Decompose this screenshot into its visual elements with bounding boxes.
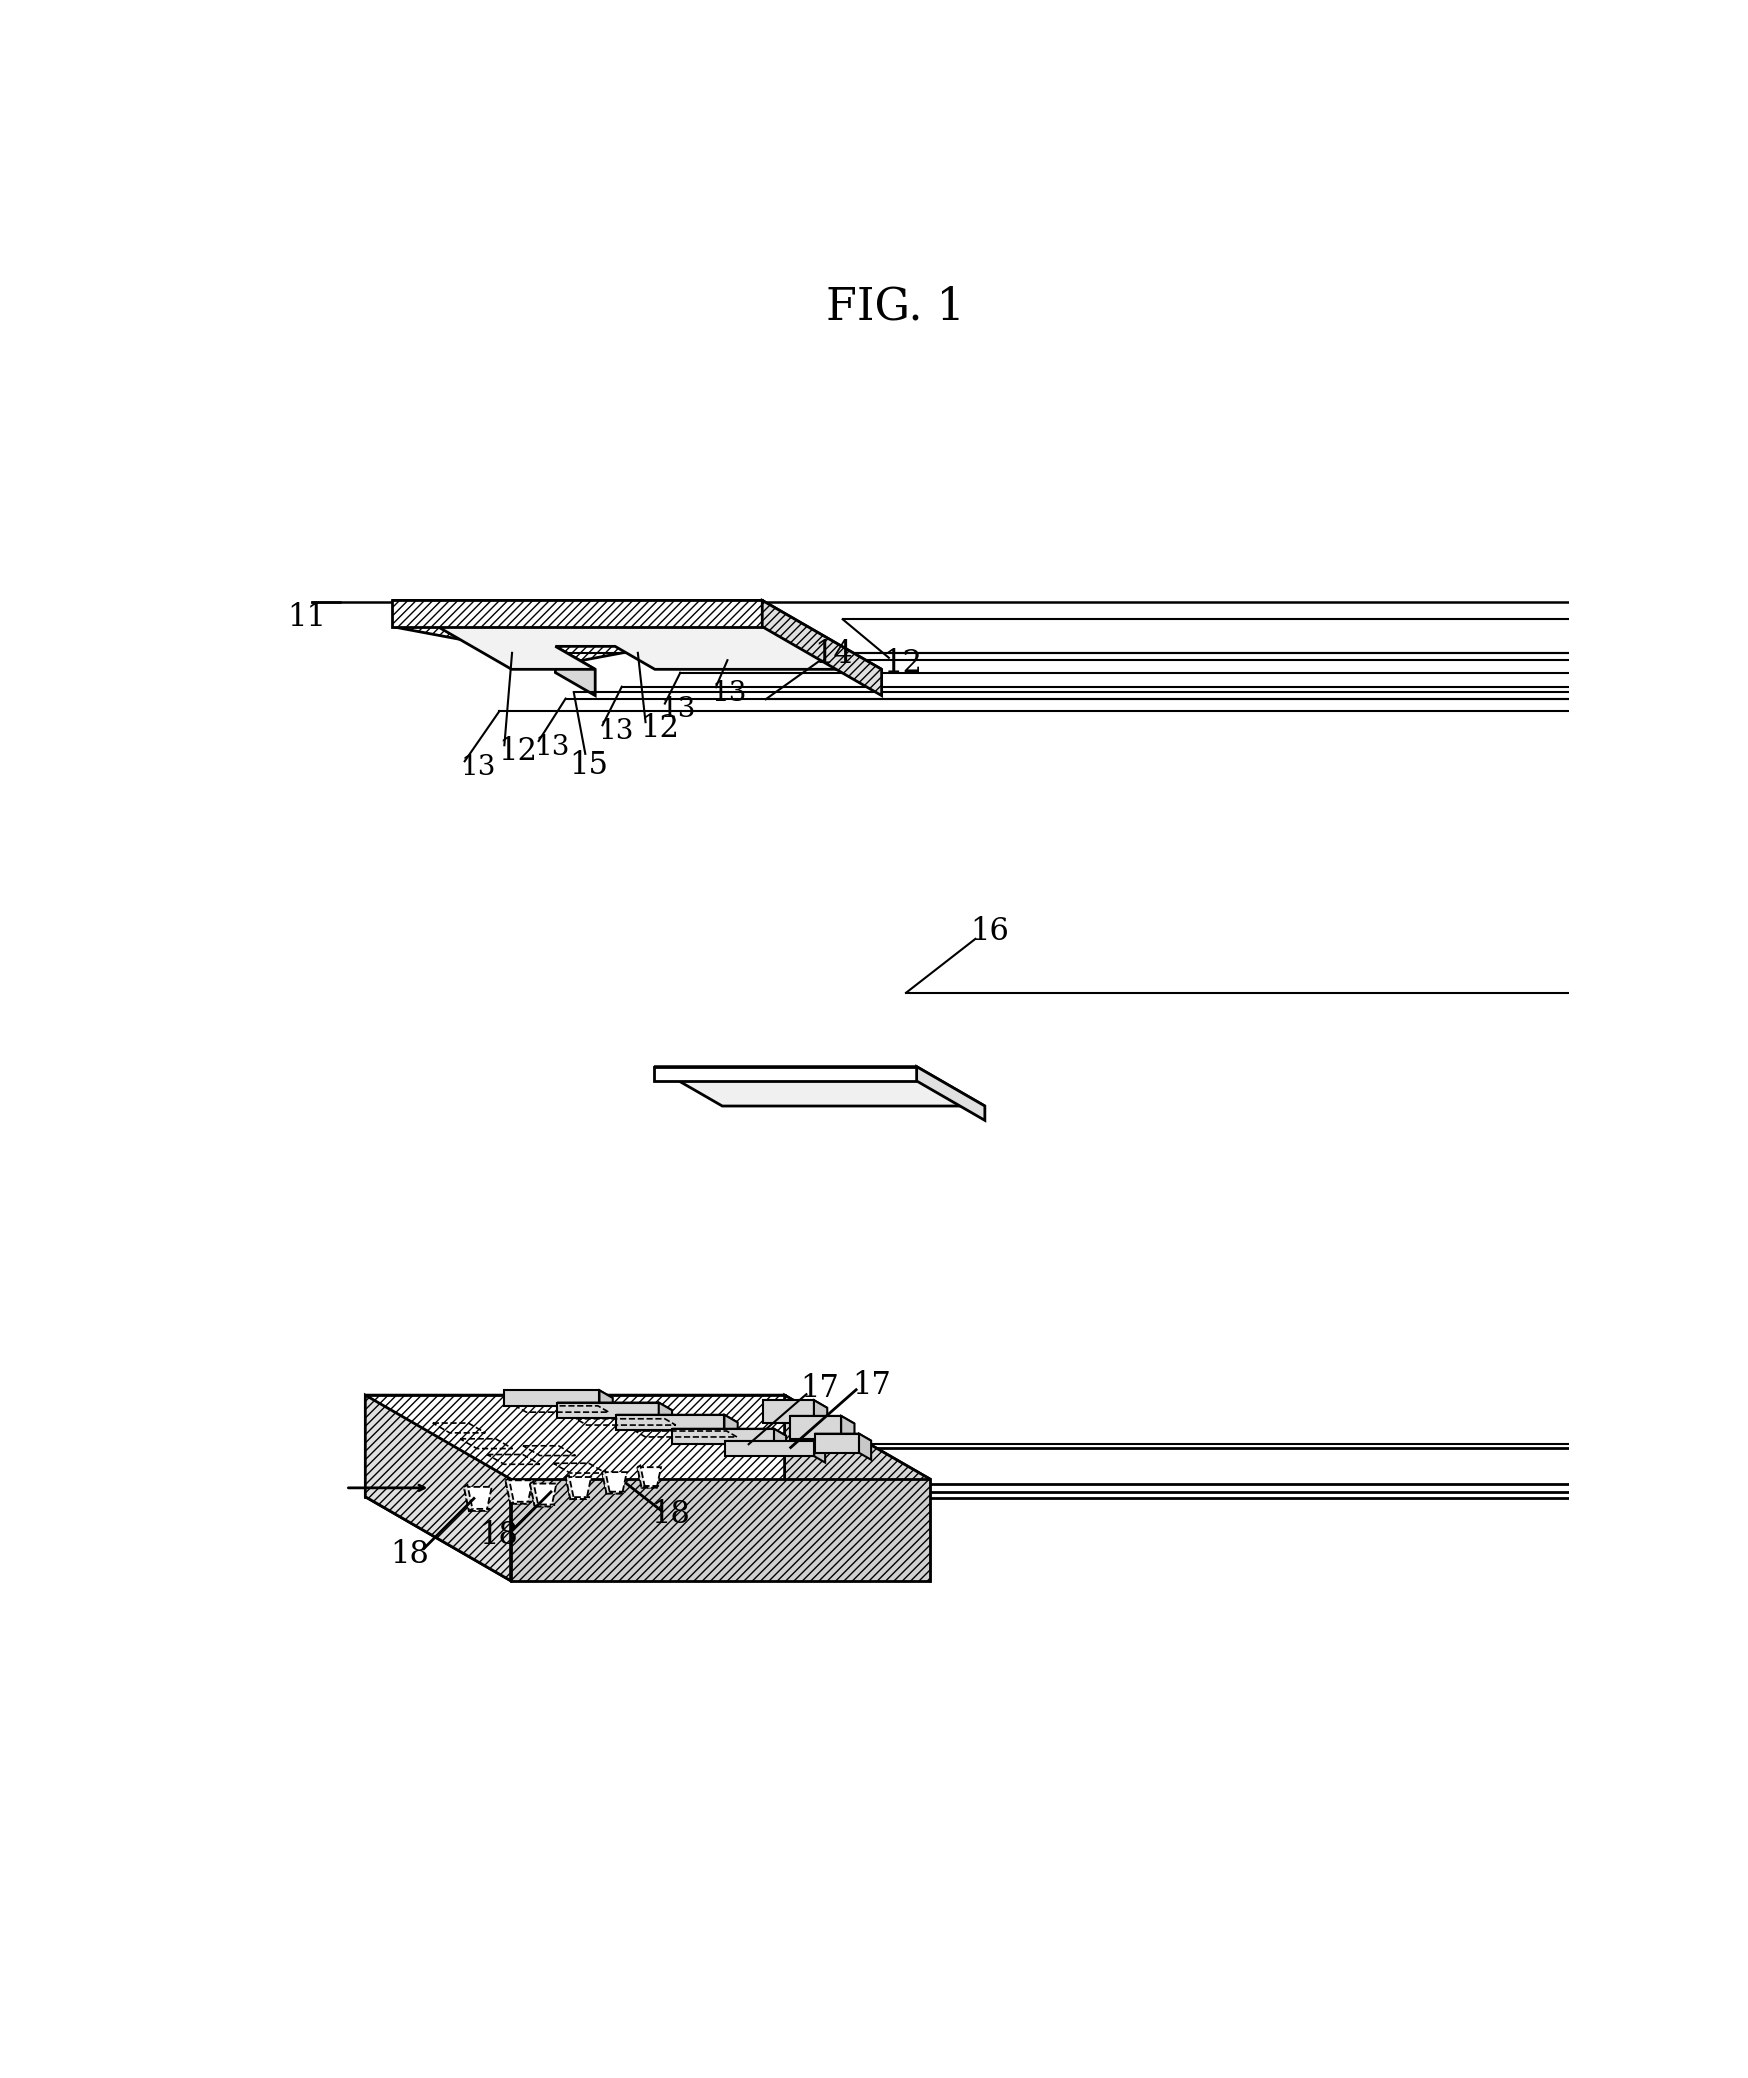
Text: 18: 18 — [479, 1521, 517, 1552]
Text: 17: 17 — [851, 1369, 891, 1401]
Polygon shape — [463, 1488, 491, 1511]
Polygon shape — [365, 1394, 930, 1480]
Text: 13: 13 — [661, 696, 696, 723]
Polygon shape — [815, 1440, 825, 1463]
Polygon shape — [392, 601, 762, 628]
Polygon shape — [617, 1415, 724, 1430]
Polygon shape — [365, 1394, 785, 1496]
Polygon shape — [530, 1484, 556, 1507]
Polygon shape — [558, 1403, 659, 1417]
Polygon shape — [503, 1390, 614, 1398]
Text: 15: 15 — [570, 750, 608, 781]
Polygon shape — [503, 1390, 600, 1405]
Polygon shape — [463, 1486, 472, 1511]
Polygon shape — [785, 1394, 930, 1581]
Text: 17: 17 — [801, 1374, 839, 1405]
Polygon shape — [659, 1403, 671, 1426]
Polygon shape — [601, 1471, 628, 1494]
Polygon shape — [762, 601, 881, 696]
Polygon shape — [654, 1066, 984, 1105]
Polygon shape — [654, 1066, 916, 1081]
Text: 14: 14 — [815, 640, 853, 669]
Polygon shape — [600, 1390, 614, 1413]
Text: 18: 18 — [390, 1540, 430, 1571]
Polygon shape — [916, 1066, 984, 1120]
Polygon shape — [505, 1480, 533, 1504]
Polygon shape — [558, 1403, 671, 1411]
Text: 13: 13 — [535, 734, 570, 761]
Text: 18: 18 — [650, 1498, 690, 1529]
Polygon shape — [510, 1480, 930, 1581]
Polygon shape — [815, 1434, 858, 1453]
Polygon shape — [365, 1496, 785, 1558]
Text: 12: 12 — [640, 713, 678, 744]
Polygon shape — [774, 1430, 787, 1450]
Polygon shape — [673, 1430, 774, 1444]
Polygon shape — [556, 646, 596, 696]
Text: FIG. 1: FIG. 1 — [827, 285, 965, 328]
Polygon shape — [392, 601, 881, 669]
Text: 12: 12 — [498, 736, 538, 767]
Polygon shape — [725, 1440, 815, 1457]
Polygon shape — [365, 1496, 554, 1581]
Text: 13: 13 — [461, 754, 496, 781]
Polygon shape — [566, 1475, 573, 1498]
Polygon shape — [790, 1415, 855, 1423]
Polygon shape — [764, 1401, 827, 1409]
Polygon shape — [617, 1415, 738, 1423]
Polygon shape — [724, 1415, 738, 1438]
Text: 16: 16 — [970, 916, 1009, 948]
Text: 13: 13 — [598, 717, 635, 744]
Polygon shape — [392, 628, 762, 661]
Polygon shape — [815, 1401, 827, 1432]
Polygon shape — [725, 1440, 825, 1446]
Text: 13: 13 — [711, 680, 748, 707]
Polygon shape — [601, 1471, 610, 1494]
Polygon shape — [673, 1430, 787, 1436]
Polygon shape — [505, 1477, 514, 1504]
Polygon shape — [815, 1434, 871, 1440]
Polygon shape — [566, 1477, 591, 1498]
Text: 11: 11 — [287, 601, 327, 632]
Polygon shape — [365, 1394, 510, 1581]
Polygon shape — [858, 1434, 871, 1459]
Polygon shape — [638, 1467, 661, 1488]
Polygon shape — [530, 1482, 538, 1507]
Polygon shape — [841, 1415, 855, 1446]
Polygon shape — [638, 1465, 645, 1488]
Polygon shape — [764, 1401, 815, 1423]
Text: 12: 12 — [883, 648, 923, 680]
Polygon shape — [790, 1415, 841, 1438]
